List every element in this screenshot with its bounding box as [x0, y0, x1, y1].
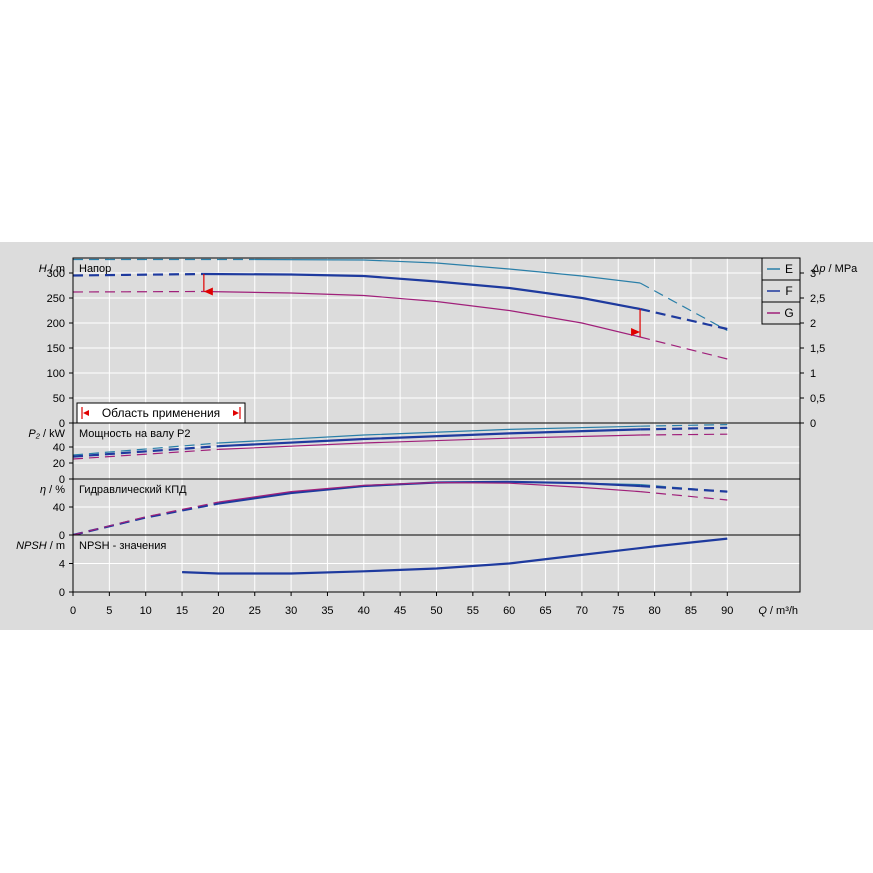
- y-tick-label: 150: [47, 343, 65, 355]
- y-tick-label: 20: [53, 458, 65, 470]
- y-tick-label: 40: [53, 502, 65, 514]
- application-range-arrow-right: [233, 410, 239, 416]
- series-F-line: [218, 428, 641, 448]
- panel-title: NPSH - значения: [79, 540, 166, 552]
- series-F-dashed-line: [72, 445, 219, 458]
- x-tick-label: 70: [576, 605, 588, 617]
- right-tick-label: 1,5: [810, 343, 825, 355]
- y-tick-label: 100: [47, 368, 65, 380]
- range-start-arrow: [203, 287, 213, 296]
- series-F-dashed-line-end: [640, 426, 728, 431]
- x-tick-label: 75: [612, 605, 624, 617]
- x-tick-label: 25: [249, 605, 261, 617]
- x-tick-label: 40: [358, 605, 370, 617]
- series-F-line: [203, 272, 641, 311]
- pump-performance-chart: 0 0,5 1 1,5 2 2,5 3 Δp / MPa 0 50 100 150 200 250 300 H…: [0, 242, 873, 630]
- x-tick-label: 20: [212, 605, 224, 617]
- series-F-dashed-line: [72, 272, 204, 277]
- series-E-dashed-line: [72, 442, 219, 456]
- x-tick-label: 35: [321, 605, 333, 617]
- x-tick-label: 10: [140, 605, 152, 617]
- right-tick-label: 0: [810, 418, 816, 430]
- y-tick-label: 0: [59, 587, 65, 599]
- x-tick-label: 90: [721, 605, 733, 617]
- y-axis-label: η / %: [40, 484, 65, 496]
- y-tick-label: 50: [53, 393, 65, 405]
- x-tick-label: 65: [539, 605, 551, 617]
- series-G-dashed-line: [72, 501, 219, 536]
- right-tick-label: 0,5: [810, 393, 825, 405]
- series-E-line: [254, 258, 641, 284]
- y-tick-label: 200: [47, 318, 65, 330]
- y-axis-label: NPSH / m: [16, 540, 65, 552]
- right-tick-label: 1: [810, 368, 816, 380]
- series-F-dashed-line-end: [640, 484, 728, 493]
- series-G-dashed-line: [72, 290, 204, 293]
- x-axis: 0 5 10 15 20 25 30 35 40 45 50 55 60 65 70 75 80 85 90 Q / …: [70, 592, 798, 617]
- y-tick-label: 0: [59, 474, 65, 486]
- right-axis-label: Δp / MPa: [811, 263, 858, 275]
- application-range-label: Область применения: [102, 406, 220, 420]
- series-G-line: [218, 481, 641, 503]
- panel-efficiency: 0 40 η / % Гидравлический КПД: [40, 478, 801, 542]
- x-tick-label: 0: [70, 605, 76, 617]
- x-tick-label: 45: [394, 605, 406, 617]
- legend-item-G: [761, 301, 801, 325]
- series-E-dashed-line-end: [639, 282, 728, 332]
- series-E-line: [218, 425, 641, 444]
- panel-power: 0 20 40 P₂ / kW Мощность на валу P2: [28, 422, 801, 486]
- y-axis-label: P₂ / kW: [28, 428, 65, 440]
- legend-label-E: E: [785, 262, 793, 276]
- x-tick-label: 85: [685, 605, 697, 617]
- series-G-line: [203, 290, 641, 338]
- series-E-dashed-line-end: [640, 424, 728, 427]
- x-tick-label: 55: [467, 605, 479, 617]
- legend: EFG: [761, 257, 801, 325]
- x-tick-label: 80: [648, 605, 660, 617]
- right-tick-label: 3: [810, 268, 816, 280]
- y-tick-label: 4: [59, 559, 65, 571]
- x-axis-label: Q / m³/h: [758, 605, 798, 617]
- legend-label-F: F: [785, 284, 792, 298]
- x-tick-label: 5: [106, 605, 112, 617]
- x-tick-label: 50: [430, 605, 442, 617]
- x-tick-label: 60: [503, 605, 515, 617]
- y-tick-label: 250: [47, 293, 65, 305]
- x-tick-label: 30: [285, 605, 297, 617]
- panel-title: Гидравлический КПД: [79, 484, 187, 496]
- series-G-dashed-line-end: [640, 433, 728, 436]
- panel-title: Напор: [79, 263, 111, 275]
- series-F-line: [182, 537, 728, 575]
- panel-head: 0 0,5 1 1,5 2 2,5 3Δp / MPa 0 50 100 150 200 250 300H…: [39, 257, 858, 430]
- y-tick-label: 40: [53, 442, 65, 454]
- range-end-arrow: [631, 328, 641, 336]
- series-G-dashed-line: [72, 448, 219, 460]
- series-G-line: [218, 434, 641, 450]
- x-tick-label: 15: [176, 605, 188, 617]
- y-tick-label: 0: [59, 418, 65, 430]
- y-axis-label: H / m: [39, 263, 65, 275]
- application-range-arrow-left: [83, 410, 89, 416]
- panel-npsh: 0 4 NPSH / m NPSH - значения: [16, 534, 801, 599]
- legend-label-G: G: [784, 306, 793, 320]
- panel-title: Мощность на валу P2: [79, 428, 191, 440]
- right-tick-label: 2: [810, 318, 816, 330]
- right-tick-label: 2,5: [810, 293, 825, 305]
- series-G-dashed-line-end: [640, 491, 728, 501]
- y-tick-label: 0: [59, 530, 65, 542]
- y-tick-label: 300: [47, 268, 65, 280]
